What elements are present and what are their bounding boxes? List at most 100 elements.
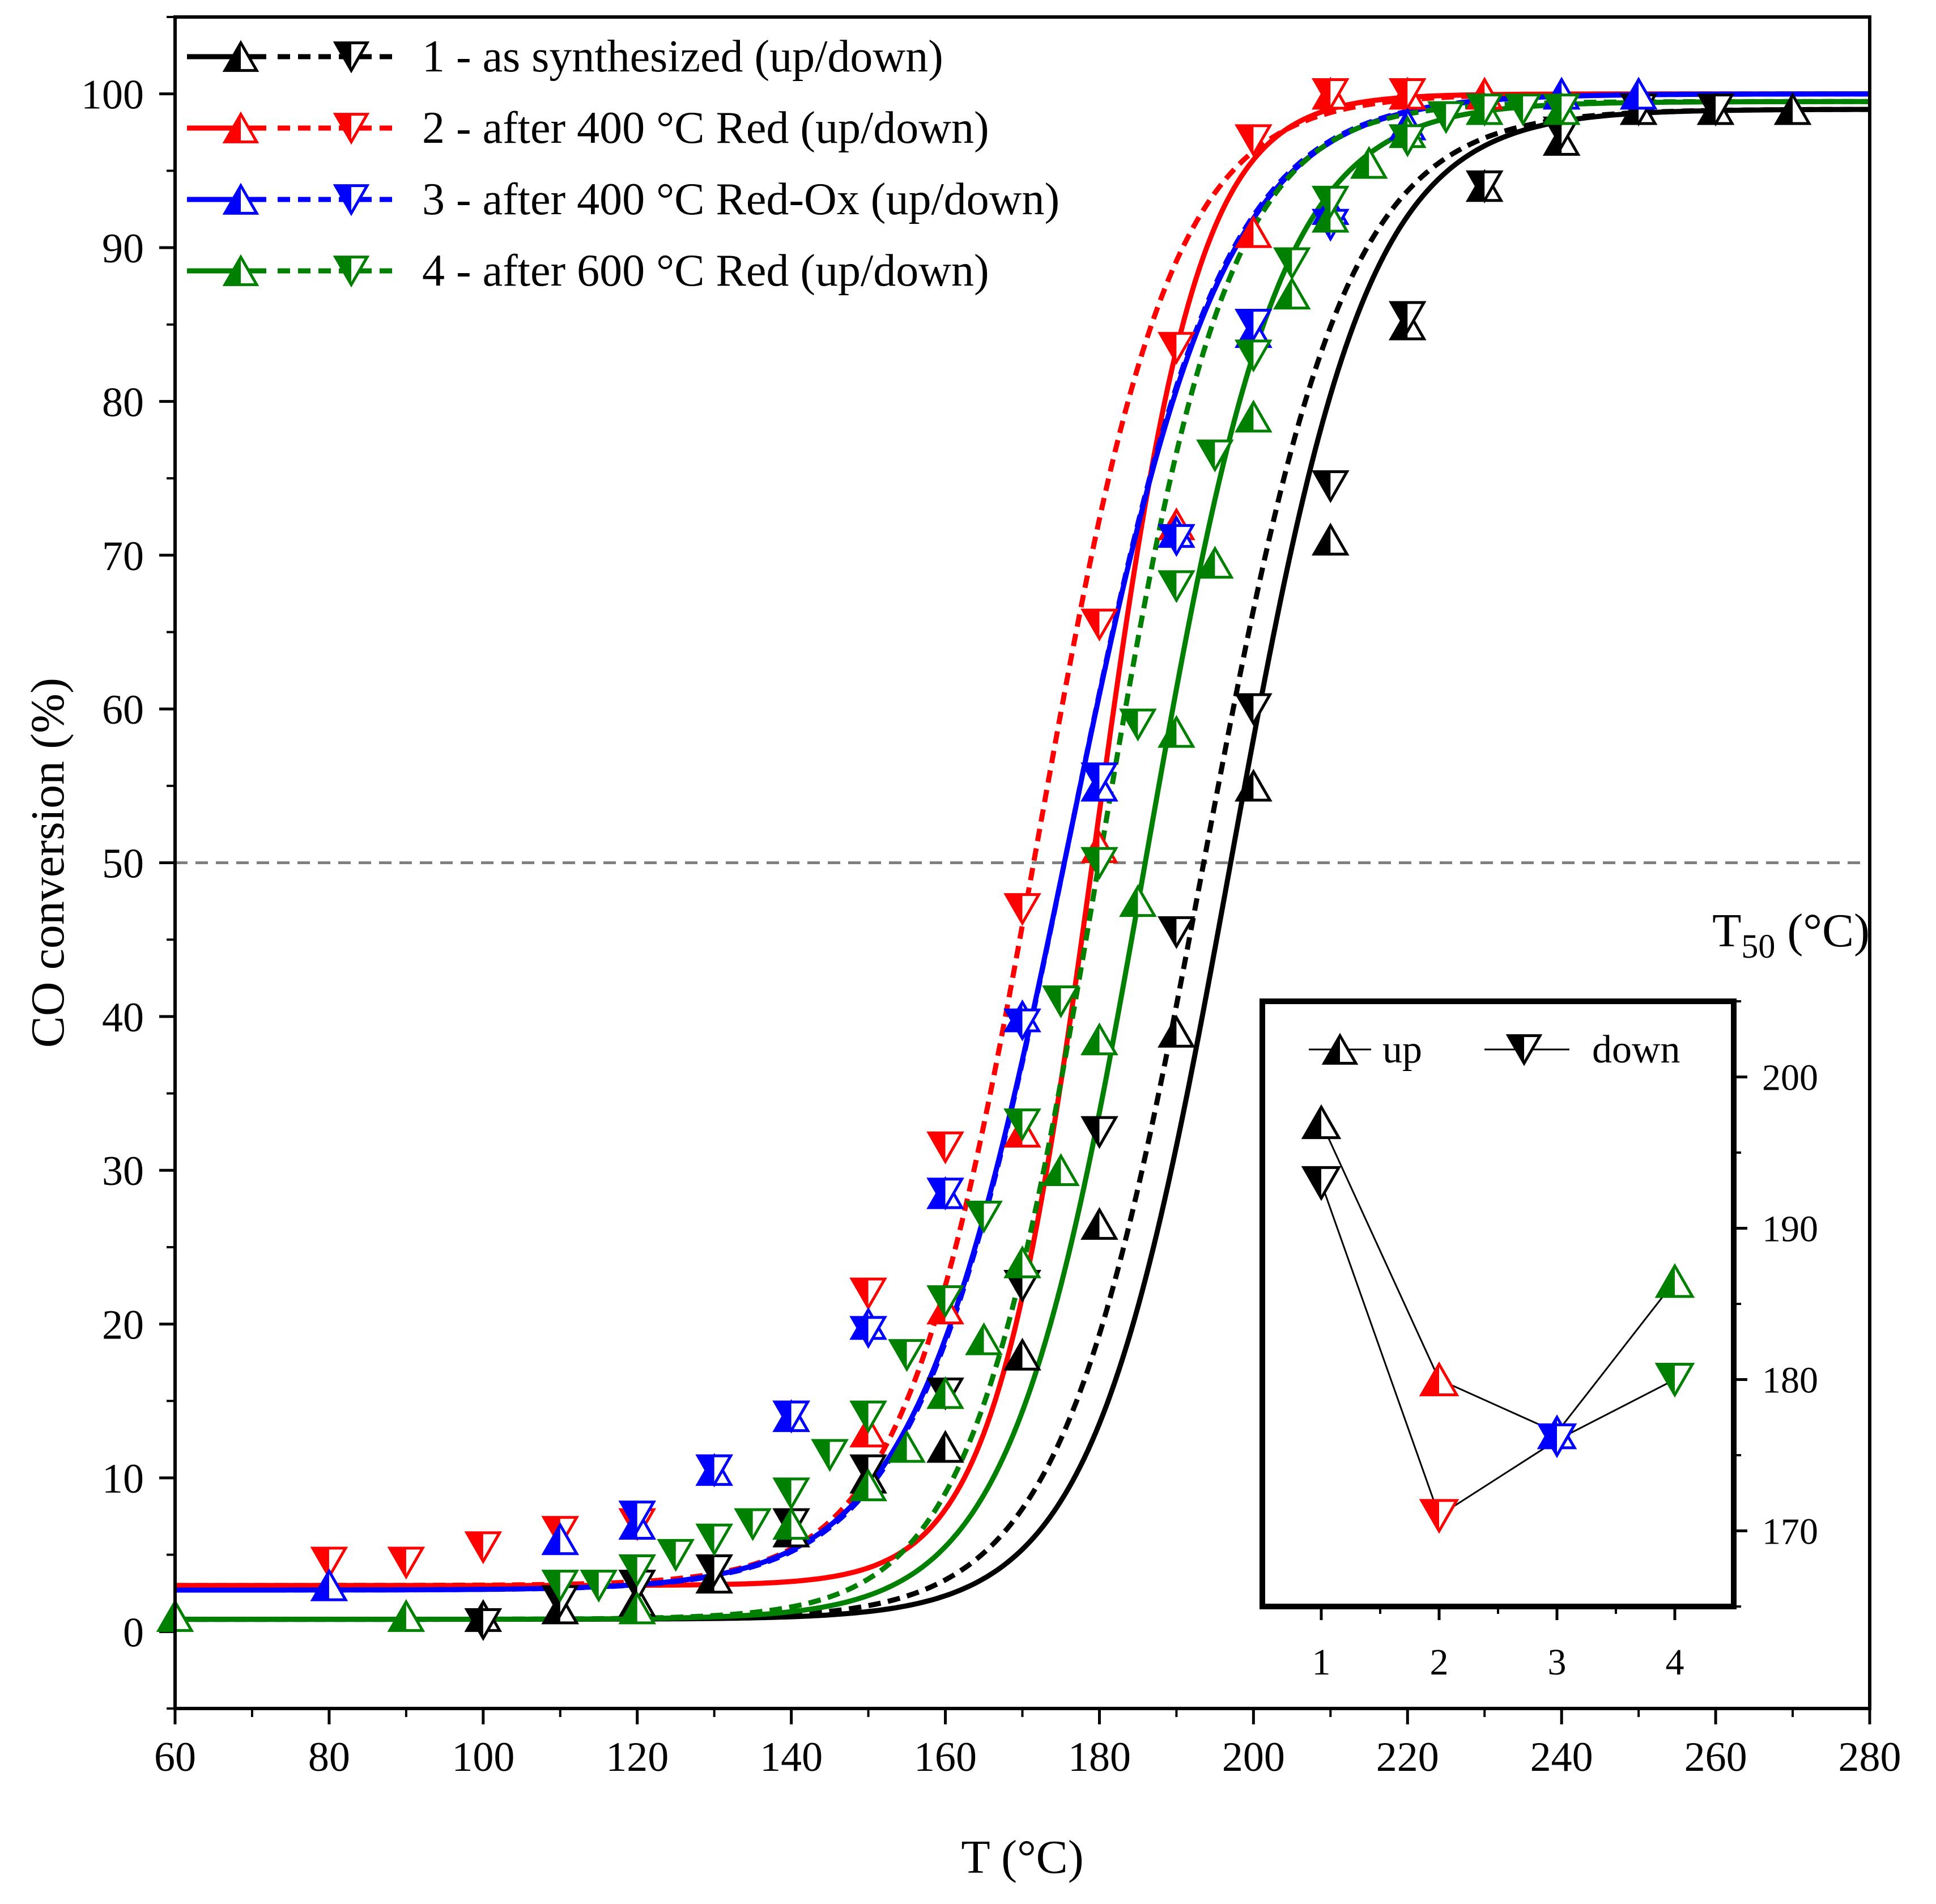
- marker-fill: [852, 1456, 869, 1485]
- legend-label: 2 - after 400 °C Red (up/down): [422, 103, 989, 153]
- y-tick-label: 90: [102, 226, 144, 272]
- legend-label: 1 - as synthesized (up/down): [422, 32, 943, 82]
- series-4-up-point: [1080, 1022, 1118, 1056]
- series-1-up-point: [1080, 1206, 1118, 1240]
- series-4-up-point: [965, 1322, 1003, 1355]
- marker-fill: [1545, 95, 1562, 124]
- series-4-down-point: [888, 1339, 926, 1372]
- marker-fill: [1699, 95, 1716, 124]
- series-3-up-point: [1619, 76, 1658, 110]
- marker-fill: [620, 1556, 637, 1585]
- y-tick-label: 60: [102, 687, 144, 733]
- marker-fill: [543, 1525, 560, 1554]
- marker-fill: [466, 1532, 483, 1562]
- legend-label: 4 - after 600 °C Red (up/down): [422, 246, 989, 296]
- marker-fill: [1391, 79, 1408, 108]
- marker-fill: [1391, 125, 1408, 155]
- y-axis-title: CO conversion (%): [22, 678, 74, 1048]
- legend-up-marker: [222, 111, 259, 143]
- inset-x-tick-label: 3: [1548, 1642, 1567, 1683]
- series-2-down-point: [1003, 893, 1041, 926]
- marker-fill: [335, 42, 351, 71]
- series-4-down-point: [772, 1477, 810, 1511]
- marker-fill: [1198, 549, 1215, 577]
- series-3-down-point: [1235, 308, 1273, 342]
- series-1-up-point: [1311, 522, 1350, 556]
- marker-fill: [1160, 525, 1177, 554]
- t50-inset-plot: T50 (°C) 1 2 3 4 170 180 190 200 up down: [1260, 904, 1870, 1683]
- inset-down-point: [1301, 1166, 1342, 1201]
- inset-title: T50 (°C): [1712, 904, 1870, 965]
- inset-legend-up-label: up: [1382, 1028, 1422, 1072]
- marker-fill: [1237, 341, 1254, 370]
- inset-legend-down-label: down: [1592, 1028, 1680, 1072]
- marker-fill: [225, 257, 241, 285]
- x-tick-label: 180: [1068, 1734, 1131, 1780]
- inset-up-point: [1301, 1104, 1342, 1140]
- series-4-up-point: [1119, 884, 1157, 917]
- x-tick-label: 160: [914, 1734, 977, 1780]
- x-axis-title: T (°C): [961, 1831, 1083, 1884]
- marker-fill: [335, 257, 351, 285]
- legend-down-marker: [333, 256, 370, 288]
- series-1-up-point: [1773, 92, 1812, 125]
- y-tick-label: 0: [123, 1609, 144, 1656]
- legend-entry-1: 1 - as synthesized (up/down): [187, 32, 943, 82]
- marker-fill: [1237, 694, 1254, 724]
- plot-frame: [173, 15, 1871, 1710]
- marker-fill: [466, 1609, 483, 1638]
- series-1-down-point: [1080, 1116, 1118, 1149]
- inset-frame: [1260, 998, 1737, 1609]
- inset-down-point: [1654, 1363, 1695, 1398]
- marker-fill: [1044, 1155, 1061, 1185]
- y-tick-label: 40: [102, 994, 144, 1041]
- marker-fill: [967, 1325, 984, 1354]
- marker-fill: [1314, 79, 1331, 108]
- series-3-down-point: [1080, 762, 1118, 796]
- y-tick-label: 80: [102, 379, 144, 426]
- marker-fill: [1198, 441, 1215, 470]
- marker-fill: [697, 1456, 714, 1485]
- series-1-down-point: [1696, 94, 1735, 127]
- legend-entry-3: 3 - after 400 °C Red-Ox (up/down): [187, 175, 1060, 224]
- series-4-down-point: [695, 1523, 734, 1557]
- x-tick-label: 60: [154, 1734, 196, 1780]
- series-4-up-point: [849, 1468, 887, 1502]
- marker-fill: [929, 1433, 946, 1461]
- series-4-down-point: [1504, 94, 1542, 127]
- series-3-down-point: [1003, 1008, 1041, 1042]
- marker-fill: [1422, 1364, 1439, 1395]
- x-tick-label: 240: [1530, 1734, 1593, 1780]
- marker-fill: [1545, 118, 1562, 147]
- series-4-up-point: [1003, 1245, 1041, 1278]
- legend-entry-4: 4 - after 600 °C Red (up/down): [187, 246, 989, 296]
- x-tick-label: 140: [760, 1734, 823, 1780]
- marker-fill: [620, 1594, 637, 1623]
- series-4-down-point: [926, 1285, 964, 1319]
- series-2-up-point: [1235, 215, 1273, 248]
- marker-fill: [1776, 95, 1793, 124]
- series-1-down-point: [1235, 693, 1273, 726]
- series-4-down-point: [965, 1200, 1003, 1234]
- series-4-up-point: [1235, 400, 1273, 433]
- x-tick-label: 200: [1222, 1734, 1285, 1780]
- marker-fill: [1237, 310, 1254, 339]
- marker-fill: [159, 1601, 175, 1631]
- series-4-up-point: [1273, 277, 1311, 310]
- marker-fill: [1314, 525, 1331, 554]
- marker-fill: [659, 1540, 676, 1569]
- series-4-down-point: [1235, 339, 1273, 373]
- marker-fill: [1160, 571, 1177, 601]
- main-plot: 60 80 100 120 140 160 180 200 220 240 260 280010203…: [22, 15, 1901, 1884]
- marker-fill: [1160, 917, 1177, 946]
- series-1-down-point: [1311, 470, 1350, 503]
- marker-fill: [1422, 1500, 1439, 1531]
- inset-down-point: [1419, 1499, 1460, 1534]
- series-2-down-point: [464, 1531, 503, 1565]
- x-tick-label: 80: [308, 1734, 350, 1780]
- marker-fill: [1314, 202, 1331, 232]
- marker-fill: [775, 1510, 792, 1538]
- y-tick-label: 70: [102, 533, 144, 580]
- series-4-down-point: [541, 1570, 580, 1603]
- series-3-up-point: [541, 1522, 580, 1556]
